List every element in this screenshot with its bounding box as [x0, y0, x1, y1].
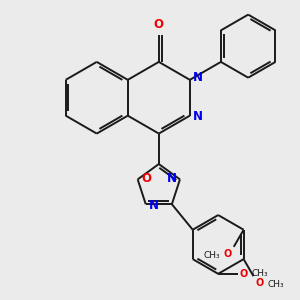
Text: N: N: [193, 71, 203, 84]
Text: O: O: [224, 249, 232, 259]
Text: O: O: [240, 269, 248, 279]
Text: CH₃: CH₃: [203, 251, 220, 260]
Text: CH₃: CH₃: [252, 269, 268, 278]
Text: N: N: [149, 199, 159, 212]
Text: O: O: [142, 172, 152, 185]
Text: N: N: [167, 172, 176, 185]
Text: O: O: [256, 278, 264, 288]
Text: CH₃: CH₃: [267, 280, 284, 289]
Text: N: N: [193, 110, 203, 123]
Text: O: O: [154, 18, 164, 31]
